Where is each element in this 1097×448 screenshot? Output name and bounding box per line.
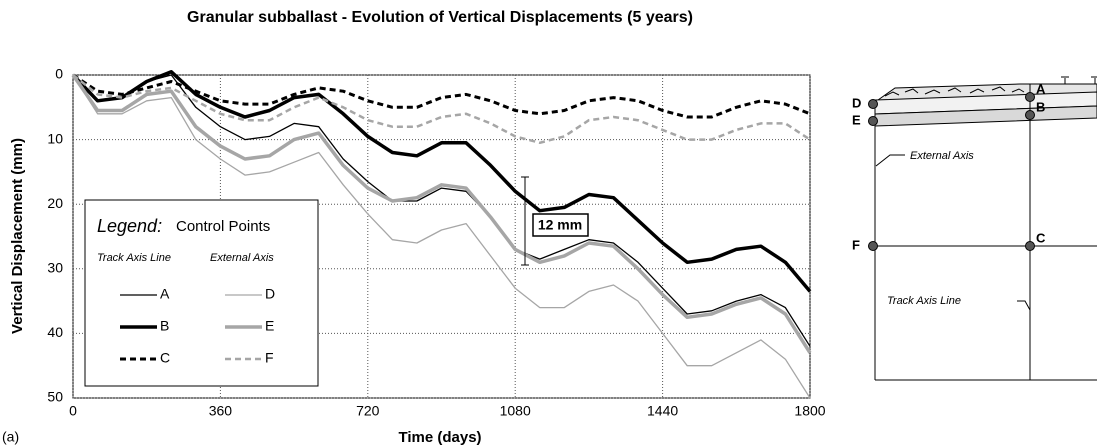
annotation: 12 mm (538, 217, 582, 233)
leader (875, 154, 905, 167)
control-point-label: C (1036, 230, 1046, 245)
control-point (1025, 92, 1035, 102)
control-point (868, 116, 878, 126)
x-tick-label: 1800 (794, 403, 825, 419)
x-tick-label: 360 (209, 403, 233, 419)
control-point-label: D (852, 95, 861, 110)
control-point-label: A (1036, 81, 1046, 96)
x-tick-label: 0 (69, 403, 77, 419)
legend-box (84, 199, 319, 387)
panel-label: (a) (2, 429, 19, 445)
series-line (72, 74, 811, 145)
rail (1061, 76, 1097, 84)
chart-title: Granular subballast - Evolution of Verti… (187, 9, 693, 26)
x-axis-title: Time (days) (398, 429, 481, 446)
y-tick-label: 10 (47, 130, 63, 146)
control-point-label: E (852, 112, 861, 127)
annotation-bracket (521, 176, 529, 266)
y-tick-label: 40 (47, 324, 63, 340)
legend-label: A (160, 286, 170, 302)
control-point (1025, 110, 1035, 120)
legend-title: Legend: (97, 216, 162, 236)
cross-section-diagram: AB C DE F External Axis Track Axis Line (852, 76, 1097, 381)
legend-label: C (160, 350, 170, 366)
legend-label: E (265, 318, 274, 334)
leader (1017, 300, 1031, 311)
control-point (868, 241, 878, 251)
legend-subtitle: Control Points (176, 218, 270, 235)
y-axis-title: Vertical Displacement (mm) (9, 138, 26, 334)
legend-column-title: Track Axis Line (97, 252, 171, 264)
y-tick-label: 50 (47, 389, 63, 405)
series-line (72, 73, 811, 119)
annotation-box (532, 213, 589, 237)
series-line (71, 70, 812, 293)
plot-frame (72, 74, 811, 399)
ballast-texture (884, 86, 1025, 97)
y-tick-label: 30 (47, 260, 63, 276)
legend-column-title: External Axis (210, 252, 274, 264)
series-line (71, 74, 812, 354)
legend-label: F (265, 350, 274, 366)
series-line (72, 74, 811, 399)
control-point (1025, 241, 1035, 251)
control-point-label: B (1036, 99, 1045, 114)
series-line (72, 74, 811, 347)
y-tick-label: 0 (55, 66, 63, 82)
x-tick-label: 1440 (647, 403, 678, 419)
legend-label: D (265, 286, 275, 302)
y-tick-label: 20 (47, 195, 63, 211)
x-tick-label: 1080 (500, 403, 531, 419)
control-point-label: F (852, 237, 860, 252)
diagram-label: Track Axis Line (887, 295, 961, 307)
legend-label: B (160, 318, 169, 334)
control-point (868, 99, 878, 109)
x-tick-label: 720 (356, 403, 380, 419)
diagram-label: External Axis (910, 150, 974, 162)
